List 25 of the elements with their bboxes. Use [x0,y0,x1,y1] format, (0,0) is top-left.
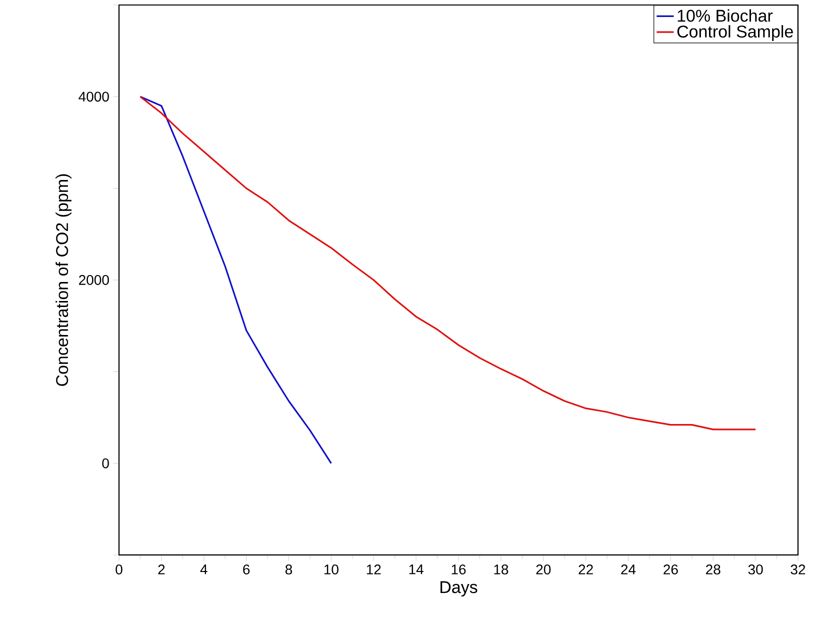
y-tick-label: 2000 [79,275,109,285]
x-tick-label: 20 [536,564,551,574]
x-tick-label: 32 [790,564,806,574]
x-tick-label: 30 [748,564,763,574]
x-tick-label: 8 [285,564,292,574]
x-tick-label: 16 [452,564,466,574]
legend-label: 10% Biochar [678,9,773,22]
x-tick-label: 12 [366,564,381,574]
x-tick-label: 6 [243,564,250,574]
x-tick-label: 26 [664,564,678,574]
legend-label: Control Sample [677,25,793,41]
y-tick-label: 4000 [78,92,109,102]
x-tick-label: 10 [324,564,338,574]
x-tick-label: 2 [158,564,165,574]
x-tick-label: 24 [621,564,636,574]
x-tick-label: 14 [409,564,424,574]
x-tick-label: 28 [706,564,720,574]
x-tick-label: 0 [116,564,122,574]
y-axis-title: Concentration of CO2 (ppm) [56,174,72,386]
x-tick-label: 4 [200,564,208,574]
x-tick-label: 22 [578,564,593,574]
x-tick-label: 18 [494,564,508,574]
x-axis-title: Days [440,581,478,597]
y-tick-label: 0 [102,458,109,468]
line-series [139,96,332,464]
